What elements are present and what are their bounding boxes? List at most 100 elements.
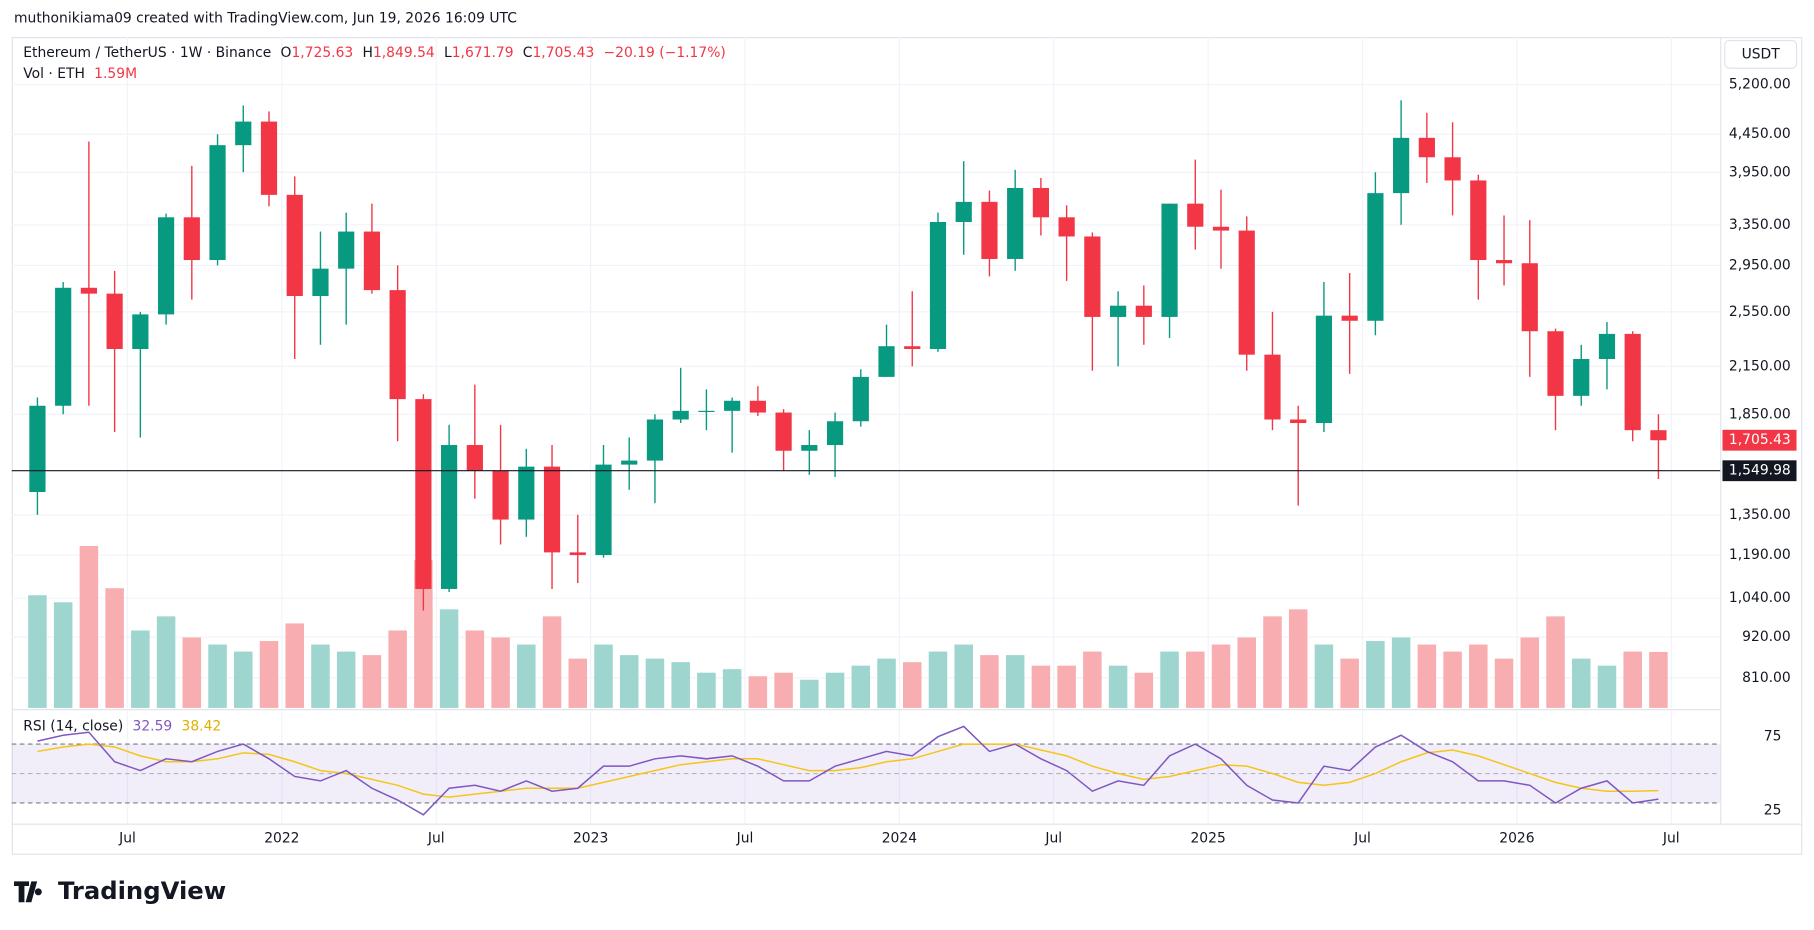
candle-body <box>106 293 123 349</box>
volume-bar <box>439 609 459 708</box>
candle-body <box>929 221 947 349</box>
volume-bar <box>131 630 150 708</box>
candle-body <box>1187 203 1204 227</box>
line-price-label: 1,549.98 <box>1729 463 1791 479</box>
volume-bar <box>234 651 253 708</box>
volume-bar <box>954 644 973 708</box>
candle-body <box>55 287 72 406</box>
volume-bar <box>53 602 73 708</box>
volume-bar <box>491 637 510 708</box>
candle-body <box>1032 187 1049 218</box>
candle-body <box>1547 331 1564 396</box>
candle-body <box>29 405 46 492</box>
y-tick-label: 4,450.00 <box>1729 126 1791 142</box>
volume-bar <box>1031 665 1051 708</box>
volume-bar <box>568 658 588 708</box>
candle-body <box>981 201 998 259</box>
volume-bar <box>156 616 176 708</box>
currency[interactable]: USDT <box>1742 46 1781 62</box>
x-tick-label: Jul <box>1044 831 1062 847</box>
candle-body <box>1495 260 1513 264</box>
candle-body <box>518 466 535 520</box>
volume-bar <box>1649 651 1668 708</box>
candle-body <box>775 412 792 451</box>
y-tick-label: 2,550.00 <box>1729 304 1791 320</box>
candle-body <box>904 346 921 349</box>
candle-body <box>1007 187 1024 259</box>
volume-bar <box>594 644 613 708</box>
volume-bar <box>311 644 330 708</box>
candle-body <box>80 287 97 294</box>
volume-bar <box>748 676 768 708</box>
volume-bar <box>414 560 433 708</box>
l-label: L <box>444 45 452 61</box>
candle-body <box>466 445 483 471</box>
volume-bar <box>542 616 562 708</box>
currency-button[interactable] <box>1724 39 1798 69</box>
volume-bar <box>1083 651 1102 708</box>
candle-body <box>1212 226 1230 231</box>
volume-bar <box>1546 616 1565 708</box>
candle-body <box>1084 236 1101 317</box>
grid <box>11 37 1721 824</box>
candle-body <box>260 121 278 195</box>
volume-bar <box>1186 651 1205 708</box>
volume-bar <box>1340 658 1359 708</box>
rsi-pane: 25 75 <box>11 725 1782 818</box>
rsi-value: 32.59 <box>133 718 173 734</box>
volume-bar <box>465 630 485 708</box>
rsi-tick-label: 25 <box>1764 802 1782 818</box>
volume-bar <box>259 641 279 708</box>
y-tick-label: 1,190.00 <box>1729 547 1791 563</box>
volume-bar <box>1057 665 1076 708</box>
legend: Ethereum / TetherUS · 1W · Binance O1,725… <box>23 45 726 61</box>
volume-bar <box>697 672 716 708</box>
brand: TradingView <box>58 876 226 905</box>
candle-body <box>543 466 561 553</box>
volume-bar <box>285 623 304 708</box>
candle-body <box>1624 333 1641 431</box>
candle-body <box>209 145 226 261</box>
rsi-tick-label: 75 <box>1764 729 1782 745</box>
y-tick-label: 5,200.00 <box>1729 77 1791 93</box>
x-tick-label: 2026 <box>1499 831 1534 847</box>
volume-bar <box>1597 665 1617 708</box>
volume-legend: Vol · ETH 1.59M <box>23 66 137 82</box>
candle-body <box>1058 217 1075 237</box>
candle-body <box>235 121 252 146</box>
volume-bar <box>645 658 665 708</box>
volume-bar <box>336 651 356 708</box>
x-tick-label: Jul <box>118 831 136 847</box>
candle-body <box>286 194 303 297</box>
c-label: C <box>523 45 533 61</box>
volume-bar <box>1417 644 1437 708</box>
y-tick-label: 2,950.00 <box>1729 257 1791 273</box>
o-value: 1,725.63 <box>291 45 353 61</box>
candle-body <box>595 464 612 556</box>
candle-body <box>338 231 355 269</box>
volume-bar <box>671 662 690 708</box>
volume-bar <box>1263 616 1282 708</box>
candle-body <box>1418 137 1435 158</box>
volume-bar <box>1391 637 1411 708</box>
volume-bar <box>1443 651 1462 708</box>
x-tick-label: Jul <box>736 831 754 847</box>
candle-body <box>569 552 586 556</box>
x-tick-label: 2024 <box>882 831 917 847</box>
rsi-ma-value: 38.42 <box>182 718 222 734</box>
candle-body <box>132 314 149 349</box>
y-tick-label: 810.00 <box>1742 670 1791 686</box>
candle-body <box>1444 157 1461 181</box>
candle-body <box>363 231 381 291</box>
rsi-ma-line <box>37 743 1659 798</box>
volume-bar <box>1494 658 1514 708</box>
volume-bar <box>1237 637 1256 708</box>
volume-bar <box>388 630 407 708</box>
vol-value: 1.59M <box>94 66 137 82</box>
volume-bar <box>800 679 819 708</box>
volume-bar <box>1520 637 1540 708</box>
rsi-line <box>37 725 1659 816</box>
